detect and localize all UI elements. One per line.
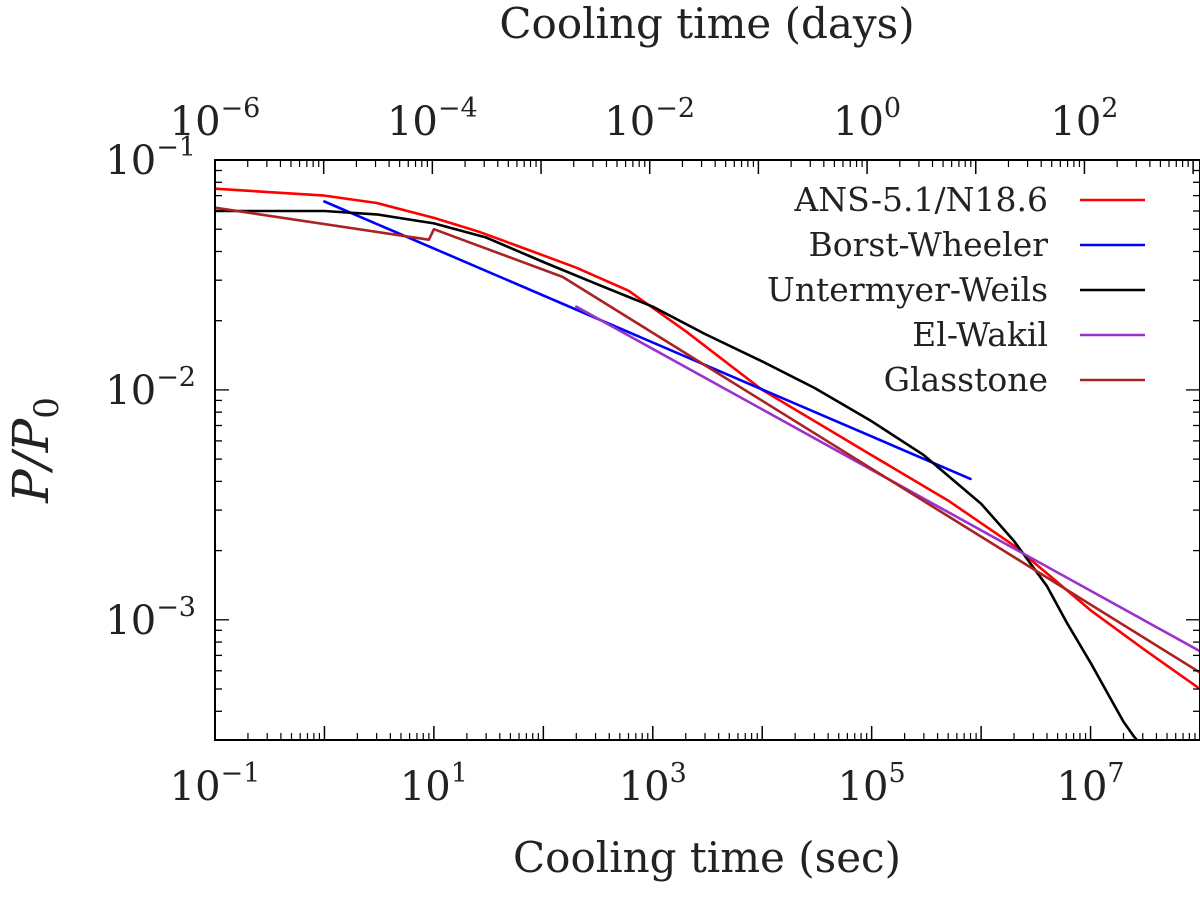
series-line-2 <box>323 200 972 481</box>
y-axis-title-subscript: 0 <box>27 397 67 419</box>
tick-layer: 10−1 101 103 105 107 10−6 10−4 10−2 100 102 10−1 10… <box>105 93 1200 810</box>
y-tick-label: 10−3 <box>105 592 196 644</box>
x2-tick-label: 102 <box>1050 93 1118 145</box>
legend-label-5: Glasstone <box>884 360 1048 399</box>
x2-tick-label: 10−2 <box>604 93 695 145</box>
plot-frame <box>214 159 1200 741</box>
legend-label-3: Untermyer-Weils <box>767 270 1048 309</box>
x2-tick-label: 100 <box>833 93 901 145</box>
x-tick-label: 103 <box>619 758 687 810</box>
x-tick-label: 10−1 <box>170 758 261 810</box>
series-line-3 <box>215 209 1139 740</box>
legend-label-4: El-Wakil <box>912 315 1048 354</box>
x-tick-label: 101 <box>400 758 468 810</box>
y-tick-label: 10−1 <box>105 132 196 184</box>
legend: ANS-5.1/N18.6 Borst-Wheeler Untermyer-Weil… <box>767 180 1145 399</box>
series-line-5 <box>215 206 1200 674</box>
y-axis-title-main: P/P <box>2 417 60 503</box>
legend-label-2: Borst-Wheeler <box>808 225 1048 264</box>
y-tick-label: 10−2 <box>105 362 196 414</box>
series-layer <box>215 187 1200 740</box>
x-axis-title: Cooling time (sec) <box>513 833 901 882</box>
x2-tick-label: 10−6 <box>170 93 261 145</box>
series-line-1 <box>215 187 1200 691</box>
y-axis-title: P/P0 <box>2 397 67 504</box>
x-tick-label: 105 <box>838 758 906 810</box>
legend-label-1: ANS-5.1/N18.6 <box>793 180 1048 219</box>
x-tick-label: 107 <box>1057 758 1125 810</box>
x2-tick-label: 10−4 <box>387 93 478 145</box>
x2-axis-title: Cooling time (days) <box>499 0 914 48</box>
